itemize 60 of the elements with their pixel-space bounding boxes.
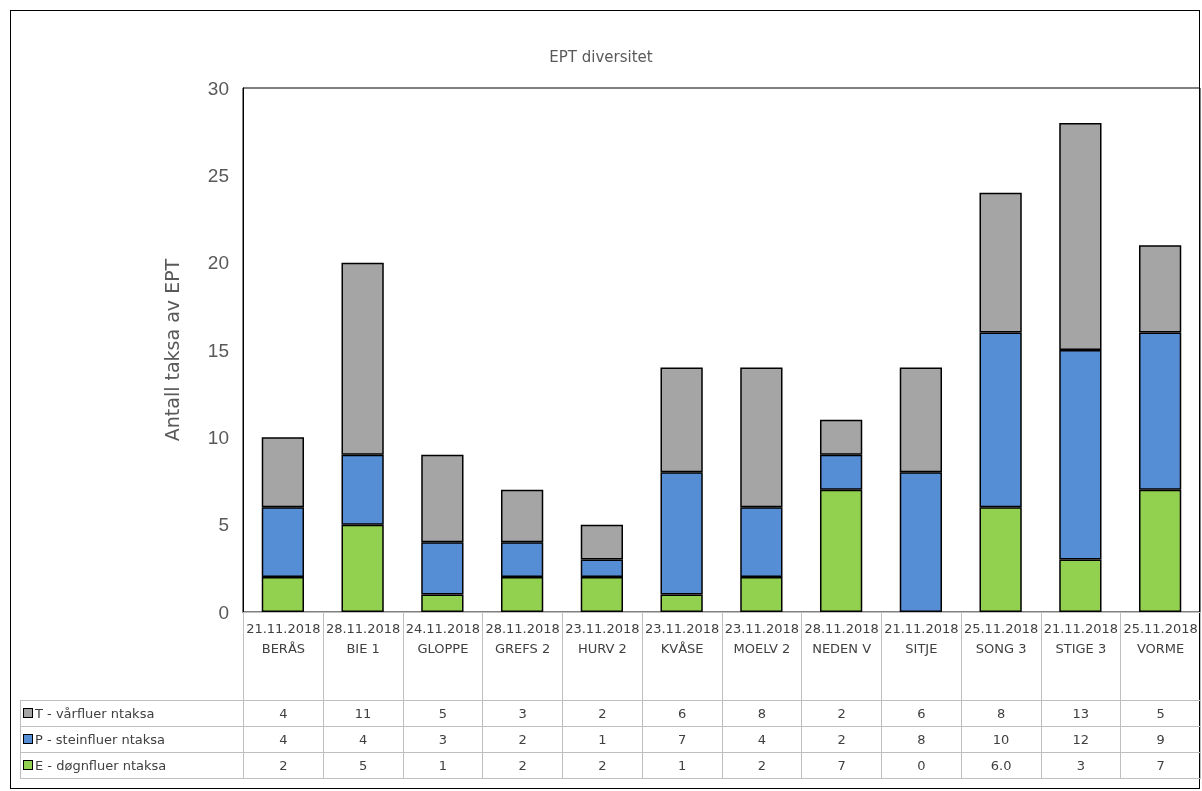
data-label: 4	[243, 726, 324, 753]
data-label: 7	[642, 726, 722, 753]
data-label: 4	[722, 726, 802, 753]
data-label: 10	[961, 726, 1041, 753]
legend-label: E - døgnfluer ntaksa	[20, 752, 244, 779]
x-tick-label: 28.11.2018 BIE 1	[323, 612, 403, 701]
data-label: 8	[961, 700, 1041, 727]
x-tick-label: 21.11.2018 SITJE	[881, 612, 962, 701]
data-label: 8	[722, 700, 802, 727]
chart-title: EPT diversitet	[549, 47, 653, 66]
data-label: 7	[1120, 752, 1201, 779]
data-label: 2	[243, 752, 324, 779]
data-label: 2	[562, 752, 643, 779]
data-label: 1	[642, 752, 722, 779]
data-label: 2	[482, 752, 563, 779]
x-tick-label: 24.11.2018 GLOPPE	[403, 612, 483, 701]
data-label: 0	[881, 752, 962, 779]
data-label: 2	[801, 726, 882, 753]
data-label: 3	[1041, 752, 1121, 779]
x-tick-label: 23.11.2018 KVÅSE	[642, 612, 722, 701]
data-label: 11	[323, 700, 403, 727]
y-tick-label: 25	[207, 164, 229, 186]
x-tick-label: 28.11.2018 GREFS 2	[482, 612, 563, 701]
x-tick-label: 25.11.2018 SONG 3	[961, 612, 1041, 701]
x-tick-label: 23.11.2018 HURV 2	[562, 612, 643, 701]
data-label: 6	[881, 700, 962, 727]
data-label: 9	[1120, 726, 1201, 753]
x-tick-label: 28.11.2018 NEDEN V	[801, 612, 882, 701]
data-label: 1	[562, 726, 643, 753]
x-tick-label: 21.11.2018 STIGE 3	[1041, 612, 1121, 701]
data-label: 4	[323, 726, 403, 753]
data-label: 13	[1041, 700, 1121, 727]
data-label: 1	[403, 752, 483, 779]
data-label: 5	[323, 752, 403, 779]
y-tick-label: 15	[207, 339, 229, 361]
data-label: 8	[881, 726, 962, 753]
data-label: 12	[1041, 726, 1121, 753]
x-tick-label: 21.11.2018 BERÅS	[243, 612, 324, 701]
data-label: 5	[1120, 700, 1201, 727]
y-axis-title: Antall taksa av EPT	[160, 258, 183, 442]
data-label: 2	[562, 700, 643, 727]
data-label: 5	[403, 700, 483, 727]
y-tick-label: 0	[218, 601, 229, 623]
data-label: 3	[403, 726, 483, 753]
data-label: 4	[243, 700, 324, 727]
y-tick-label: 5	[218, 514, 229, 536]
data-label: 2	[801, 700, 882, 727]
data-label: 2	[482, 726, 563, 753]
data-label: 6	[642, 700, 722, 727]
legend-label: P - steinfluer ntaksa	[20, 726, 244, 753]
y-tick-label: 30	[207, 77, 229, 99]
data-label: 2	[722, 752, 802, 779]
data-label: 3	[482, 700, 563, 727]
data-label: 7	[801, 752, 882, 779]
y-tick-label: 10	[207, 426, 229, 448]
x-tick-label: 23.11.2018 MOELV 2	[722, 612, 802, 701]
x-tick-label: 25.11.2018 VORME	[1120, 612, 1201, 701]
legend-label: T - vårfluer ntaksa	[20, 700, 244, 727]
y-tick-label: 20	[207, 252, 229, 274]
data-label: 6.0	[961, 752, 1041, 779]
